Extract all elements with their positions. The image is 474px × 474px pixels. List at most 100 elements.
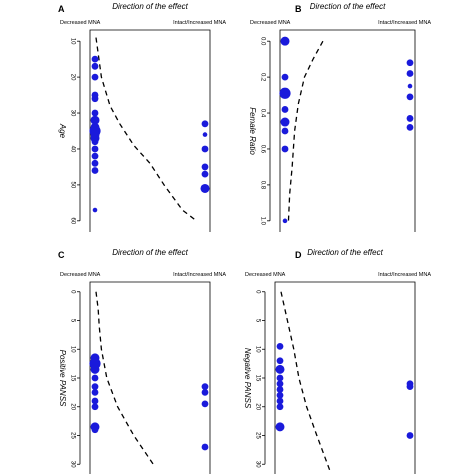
panel-b: B Direction of the effect Decreased MNA Int…	[248, 2, 431, 232]
plot-frame	[279, 29, 416, 232]
y-tick-label: 25	[69, 432, 75, 439]
decision-boundary-curve	[95, 291, 154, 465]
x-category-label: Intact/Increased MNA	[173, 272, 226, 278]
y-axis-title: Positive PANSS	[58, 350, 67, 407]
data-point	[201, 170, 209, 178]
y-tick-label: 30	[69, 461, 75, 468]
data-point	[276, 391, 284, 399]
data-point	[280, 117, 290, 127]
y-tick-label: 10	[254, 346, 260, 353]
y-tick-label: 0	[69, 290, 75, 294]
x-category-label: Intact/Increased MNA	[173, 20, 226, 26]
y-tick-label: 50	[69, 182, 75, 189]
y-tick-label: 10	[69, 346, 75, 353]
data-point	[406, 59, 414, 67]
data-point	[90, 115, 100, 125]
y-tick-label: 5	[254, 319, 260, 323]
data-point	[276, 397, 284, 405]
data-point	[406, 93, 414, 101]
data-point	[201, 145, 209, 153]
data-point	[201, 443, 209, 451]
panel-label: D	[295, 250, 302, 260]
data-point	[201, 120, 209, 128]
data-point	[406, 115, 414, 122]
data-point	[91, 397, 99, 405]
plot-frame	[89, 29, 211, 232]
y-tick-label: 1.0	[259, 217, 265, 226]
data-point	[281, 145, 289, 153]
y-axis-title: Female Ratio	[248, 107, 257, 155]
data-point	[91, 383, 99, 391]
y-tick-label: 0.6	[259, 145, 265, 154]
y-tick-label: 5	[69, 319, 75, 323]
y-tick-label: 60	[69, 217, 75, 224]
data-point	[406, 432, 414, 439]
data-point	[201, 400, 209, 408]
data-point	[201, 383, 209, 391]
panel-a: A Direction of the effect Decreased MNA Int…	[58, 2, 226, 232]
panel-title: Direction of the effect	[307, 248, 383, 257]
data-point	[91, 145, 99, 153]
y-tick-label: 0.0	[259, 37, 265, 46]
y-tick-label: 0	[254, 290, 260, 294]
data-point	[276, 403, 284, 411]
data-point	[279, 87, 291, 99]
y-tick-label: 15	[254, 375, 260, 382]
y-tick-label: 20	[69, 74, 75, 81]
data-point	[275, 422, 285, 432]
data-point	[406, 70, 414, 77]
data-point	[91, 374, 99, 382]
data-point	[276, 357, 284, 365]
panel-d: D Direction of the effect Decreased MNA Int…	[243, 248, 431, 474]
data-point	[276, 342, 284, 350]
decision-boundary-curve	[287, 40, 324, 221]
data-point	[281, 73, 289, 81]
data-point	[276, 374, 284, 382]
data-point	[91, 403, 99, 411]
data-point	[91, 109, 99, 117]
data-point	[91, 159, 99, 167]
y-tick-label: 40	[69, 146, 75, 153]
panel-label: C	[58, 250, 65, 260]
data-point	[90, 364, 100, 374]
y-tick-label: 20	[254, 403, 260, 410]
data-point	[91, 138, 99, 146]
data-point	[407, 83, 413, 89]
data-point	[406, 383, 414, 391]
y-tick-label: 0.2	[259, 73, 265, 82]
data-point	[92, 207, 98, 213]
panel-title: Direction of the effect	[112, 2, 188, 11]
panel-label: B	[295, 4, 302, 14]
panel-label: A	[58, 4, 65, 14]
panel-c: C Direction of the effect Decreased MNA Int…	[58, 248, 226, 474]
x-category-label: Intact/Increased MNA	[378, 20, 431, 26]
data-point	[406, 124, 414, 131]
data-point	[282, 218, 288, 224]
data-point	[91, 388, 99, 396]
plot-frame	[274, 281, 416, 474]
y-tick-label: 30	[254, 461, 260, 468]
x-category-label: Decreased MNA	[245, 272, 286, 278]
y-tick-label: 10	[69, 38, 75, 45]
data-point	[276, 380, 284, 388]
data-point	[281, 127, 289, 135]
data-point	[202, 132, 208, 137]
x-category-label: Decreased MNA	[60, 272, 101, 278]
data-point	[91, 62, 99, 70]
decision-boundary-curve	[280, 291, 331, 471]
y-axis-title: Age	[58, 123, 67, 139]
data-point	[201, 388, 209, 396]
y-tick-label: 30	[69, 110, 75, 117]
data-point	[201, 163, 209, 171]
x-category-label: Intact/Increased MNA	[378, 272, 431, 278]
data-point	[91, 167, 99, 174]
plot-frame	[89, 281, 211, 474]
x-category-label: Decreased MNA	[60, 20, 101, 26]
data-point	[91, 55, 99, 63]
panel-title: Direction of the effect	[310, 2, 386, 11]
data-point	[275, 364, 285, 374]
y-tick-label: 0.8	[259, 181, 265, 190]
data-point	[280, 36, 290, 46]
data-point	[91, 95, 99, 103]
